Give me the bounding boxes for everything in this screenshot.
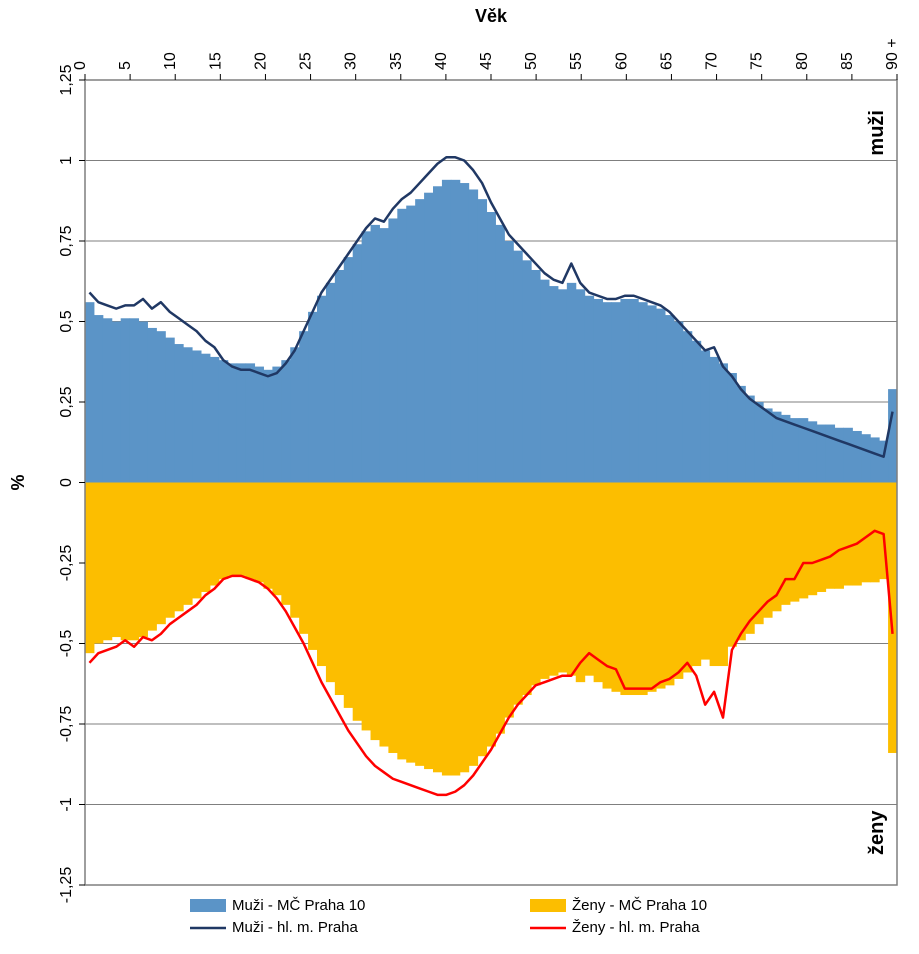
men-label: muži [866, 110, 888, 156]
y-tick-label: -0,75 [58, 706, 75, 743]
x-tick-label: 20 [252, 52, 269, 70]
x-tick-label: 60 [613, 52, 630, 70]
legend-label: Muži - MČ Praha 10 [232, 897, 365, 914]
x-tick-label: 80 [794, 52, 811, 70]
y-tick-label: 0,25 [58, 386, 75, 417]
x-tick-label: 10 [162, 52, 179, 70]
x-tick-label: 45 [478, 52, 495, 70]
x-tick-label: 5 [117, 61, 134, 70]
x-tick-label: 25 [298, 52, 315, 70]
y-tick-label: 1,25 [58, 64, 75, 95]
chart-svg: 0 5 10 15 20 25 30 35 40 45 50 55 60 65 70 75 80 85 90 + Vě… [0, 0, 919, 954]
y-tick-label: -0,5 [58, 630, 75, 658]
population-pyramid-chart: 0 5 10 15 20 25 30 35 40 45 50 55 60 65 70 75 80 85 90 + Vě… [0, 0, 919, 954]
legend-label: Muži - hl. m. Praha [232, 919, 359, 936]
y-tick-label: -1,25 [58, 867, 75, 904]
x-tick-label: 90 + [884, 38, 901, 70]
x-tick-label: 55 [568, 52, 585, 70]
x-tick-label: 40 [433, 52, 450, 70]
x-tick-label: 30 [343, 52, 360, 70]
y-tick-label: 0 [58, 478, 75, 487]
x-tick-label: 35 [388, 52, 405, 70]
legend-label: Ženy - hl. m. Praha [572, 919, 700, 936]
x-tick-label: 70 [704, 52, 721, 70]
y-tick-label: 0,75 [58, 225, 75, 256]
y-tick-label: 1 [58, 156, 75, 165]
y-tick-label: -1 [58, 797, 75, 811]
legend-label: Ženy - MČ Praha 10 [572, 897, 707, 914]
x-tick-label: 75 [749, 52, 766, 70]
x-tick-label: 85 [839, 52, 856, 70]
y-axis-title: % [8, 474, 28, 490]
y-tick-label: -0,25 [58, 545, 75, 582]
x-tick-label: 65 [658, 52, 675, 70]
x-axis-title: Věk [475, 6, 508, 26]
women-label: ženy [866, 810, 888, 855]
x-tick-label: 15 [207, 52, 224, 70]
y-tick-label: 0,5 [58, 310, 75, 332]
x-tick-label: 50 [523, 52, 540, 70]
